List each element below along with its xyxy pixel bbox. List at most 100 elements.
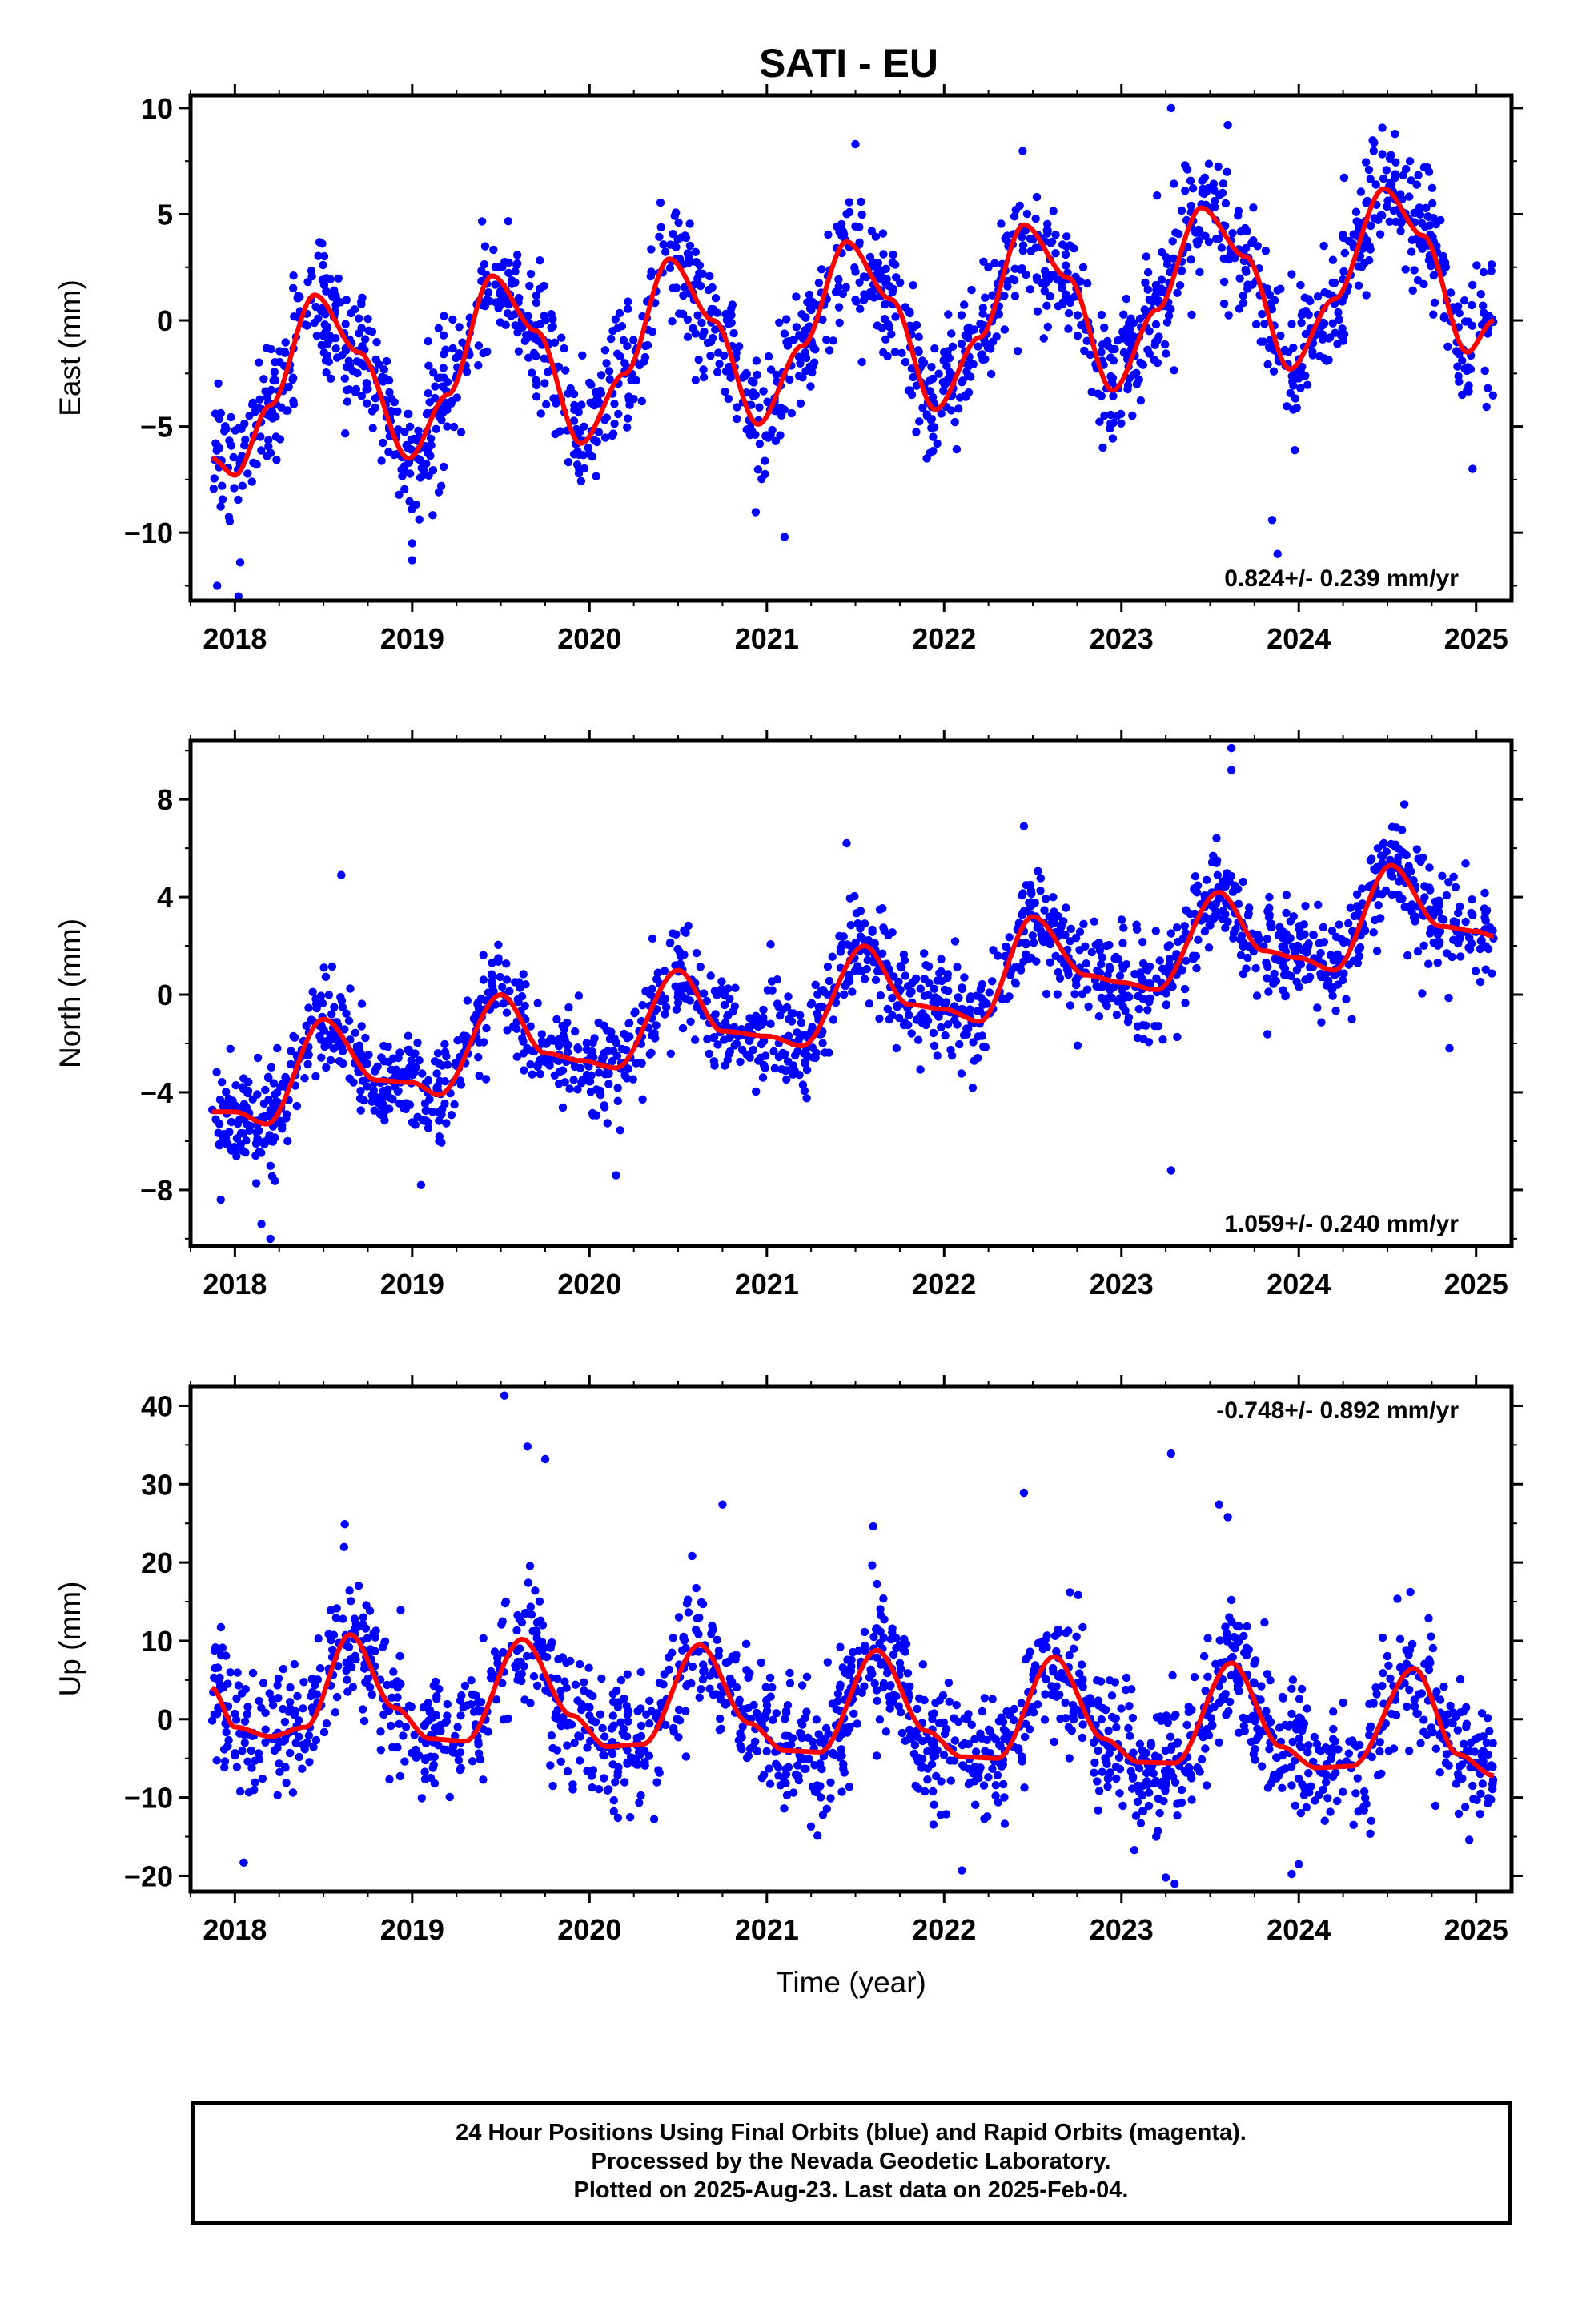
north-point [407,1056,416,1065]
north-point [576,1063,585,1072]
north-point [966,1005,974,1014]
north-point [1265,903,1274,912]
north-point [674,988,683,998]
east-point [608,429,618,438]
north-point [1358,884,1367,893]
north-point [669,929,677,938]
north-point [665,939,675,948]
east-point [1301,307,1311,316]
east-point [632,376,640,385]
north-point [1386,855,1395,865]
north-point [278,1120,287,1130]
east-point [1413,275,1423,285]
east-point [825,346,834,355]
north-point [255,1126,263,1136]
east-point [483,347,492,356]
north-point [1299,920,1308,929]
north-point [1327,927,1337,935]
east-point [319,331,327,340]
north-point [337,996,347,1005]
east-point [922,412,932,420]
east-point [1003,282,1012,291]
up-point [761,1683,770,1691]
up-point [674,1705,684,1715]
up-point [1410,1702,1419,1711]
east-point [477,217,487,226]
north-point [339,1059,347,1068]
up-point [1000,1734,1009,1743]
east-point [1339,231,1347,239]
north-point [785,1015,793,1024]
up-point [410,1731,419,1739]
east-point [307,267,316,275]
north-point [759,1005,768,1015]
north-point [267,1063,276,1072]
up-point [694,1630,703,1638]
east-point [1361,158,1371,167]
east-point [1287,372,1296,380]
up-point [1122,1673,1131,1683]
up-point [1446,1701,1455,1711]
east-point [480,259,489,269]
east-point [422,410,432,419]
up-point [991,1781,1001,1790]
up-point [794,1775,803,1785]
east-point [504,217,512,226]
up-point [322,1719,331,1728]
up-point [913,1704,921,1714]
east-point [878,229,888,238]
up-point [1111,1762,1121,1771]
east-point [937,409,946,418]
up-point [1078,1622,1087,1632]
east-point [1443,342,1452,351]
up-point [279,1737,287,1746]
up-point [468,1757,477,1766]
east-point [1296,280,1305,290]
east-point [1181,187,1190,195]
east-point [573,460,582,469]
up-point [1263,1670,1272,1679]
north-fit-curve [211,862,1495,1127]
up-point [535,1597,544,1606]
north-point [648,934,657,943]
east-point [787,408,797,418]
east-point [969,360,978,368]
east-point [946,406,956,415]
up-point [1359,1803,1368,1811]
north-point [1327,985,1336,995]
east-point [1177,206,1186,215]
east-point [1122,324,1131,333]
east-point [1391,130,1399,139]
east-point [525,281,534,291]
up-point [971,1800,980,1809]
east-point [1228,229,1237,238]
north-data-points [208,743,1498,1244]
up-point [985,1725,994,1734]
up-point [304,1731,314,1740]
east-point [1368,136,1377,145]
east-point [1166,103,1176,113]
east-point [625,400,634,409]
up-point [837,1787,846,1796]
east-point [1129,370,1138,379]
up-point [309,1743,318,1751]
north-point [916,984,926,993]
east-point [398,472,407,480]
north-point [975,1007,985,1015]
north-point [1337,935,1346,944]
north-point [564,1048,572,1057]
up-point [738,1722,747,1731]
north-point [571,1027,580,1036]
north-point [706,971,715,980]
up-point [1416,1739,1425,1747]
up-point [235,1787,245,1796]
north-point [1419,941,1428,951]
east-point [1260,320,1269,328]
east-point [1468,280,1477,290]
east-point [724,394,733,404]
up-point [1094,1787,1104,1795]
north-point [316,1035,326,1044]
north-point [1347,1015,1356,1024]
east-point [1122,335,1132,344]
north-point [989,946,998,955]
